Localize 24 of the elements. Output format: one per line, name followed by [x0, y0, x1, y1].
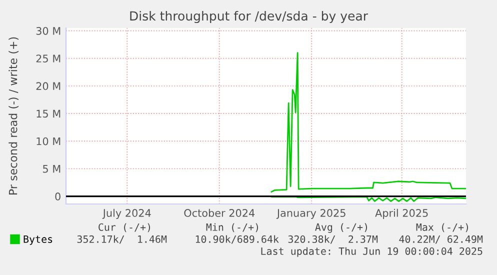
line-series: [270, 52, 466, 193]
y-tick-label: 0: [55, 192, 60, 200]
y-tick-label: 10 M: [36, 137, 60, 146]
text: 352.17k/ 1.46M: [77, 235, 167, 244]
x-tick-label: April 2025: [375, 208, 428, 219]
text: Cur (-/+): [98, 223, 150, 232]
text: 320.38k/ 2.37M: [288, 235, 378, 244]
text: Avg (-/+): [315, 223, 368, 233]
y-tick-label: 15 M: [36, 110, 60, 118]
text: 10.90k/689.64k: [196, 235, 279, 244]
x-tick-label: October 2024: [184, 208, 255, 217]
legend-label: Bytes: [24, 235, 52, 245]
x-tick-label: January 2025: [276, 209, 346, 219]
text: Last update: Thu Jun 19 00:00:04 2025: [261, 247, 482, 257]
y-axis-title: Pr second read (-) / write (+): [8, 37, 19, 195]
y-tick-label: 5 M: [43, 165, 60, 173]
x-tick-label: July 2024: [102, 208, 151, 219]
chart-title: Disk throughput for /dev/sda - by year: [130, 10, 368, 24]
y-tick-label: 20 M: [36, 82, 60, 90]
text: 40.22M/ 62.49M: [399, 235, 483, 244]
text: Max (-/+): [416, 223, 468, 232]
text: Min (-/+): [206, 223, 258, 232]
y-tick-label: 25 M: [36, 54, 60, 62]
y-tick-label: 30 M: [36, 26, 60, 35]
